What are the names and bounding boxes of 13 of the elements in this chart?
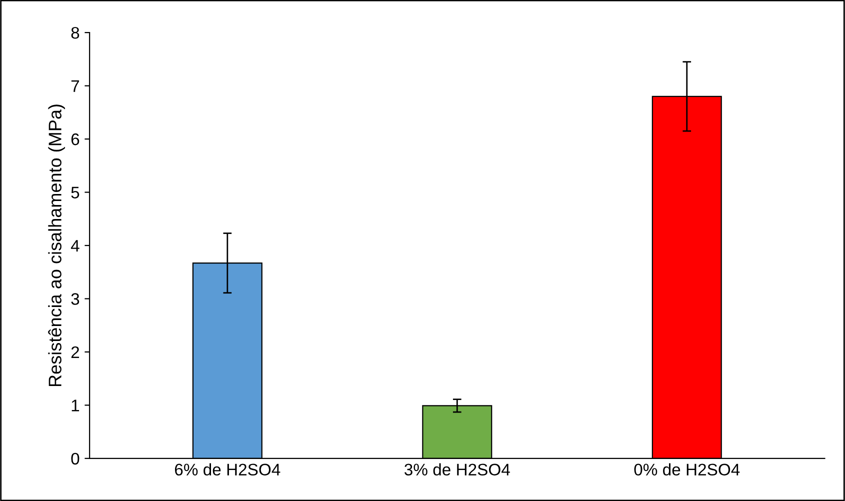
y-axis-title: Resistência ao cisalhamento (MPa)	[48, 104, 66, 386]
y-tick-label: 3	[71, 293, 80, 305]
y-tick-label: 4	[70, 240, 80, 252]
x-tick-label: 6% de H2SO4	[174, 463, 280, 476]
y-tick-label: 8	[71, 26, 80, 39]
y-tick-label: 1	[72, 400, 80, 412]
y-tick-label: 2	[71, 346, 80, 358]
y-tick-label: 0	[71, 452, 80, 465]
y-tick-label: 5	[71, 186, 80, 198]
y-tick-label: 7	[71, 80, 80, 92]
x-tick-label: 3% de H2SO4	[404, 463, 510, 476]
y-tick-label: 6	[71, 133, 80, 146]
x-tick-label: 0% de H2SO4	[634, 463, 740, 476]
